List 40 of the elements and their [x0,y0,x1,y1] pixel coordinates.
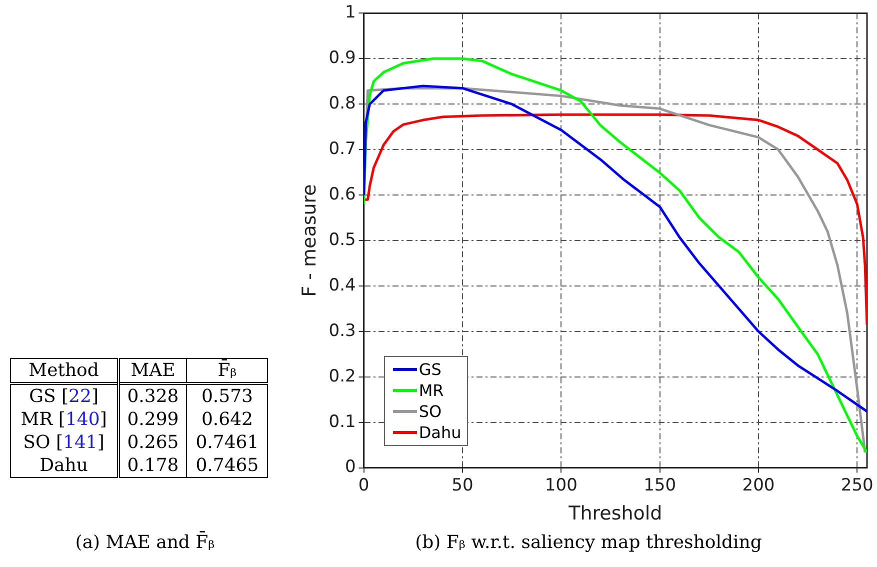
x-tick-label: 150 [644,475,676,496]
data-label: 0.265 [118,431,187,454]
data-label: 0.299 [118,408,187,431]
x-tick-label: 250 [840,475,874,496]
y-tick-label: MR [140] [10,408,118,431]
y-tick-label: 0.7 [328,139,356,159]
legend-label: Dahu [418,422,462,442]
y-tick-label: GS [22] [10,384,118,408]
data-label: 0.642 [186,408,268,431]
y-tick-label: 0.8 [328,94,356,114]
y-tick-label: 0.1 [328,412,356,432]
legend-label: GS [418,360,442,379]
y-tick-label: 1 [345,2,356,23]
y-tick-label: Dahu [10,454,118,478]
y-tick-label: 0.6 [328,184,356,204]
x-axis-title: Threshold [568,502,662,525]
data-label: 0.573 [186,384,268,408]
y-tick-label: 0.9 [328,48,356,68]
x-tick-label: 0 [358,475,370,496]
x-tick-label: MAE [118,358,187,384]
x-tick-label: 200 [742,475,775,496]
x-tick-label: 50 [452,475,474,496]
y-tick-label: 0.2 [328,366,356,386]
data-label: 0.7461 [186,431,268,454]
legend-label: MR [418,380,444,400]
y-tick-label: 0.4 [328,275,356,296]
text: (a) MAE and F̄ᵦ [74,532,216,553]
y-axis-title: Method [10,358,118,384]
data-label: 0.178 [118,454,187,478]
data-label: 0.7465 [186,454,268,478]
y-tick-label: 0.3 [328,320,356,341]
legend-label: SO [418,402,442,421]
text: (b) Fᵦ w.r.t. saliency map thresholding [414,532,763,553]
y-axis-title: F - measure [298,184,320,297]
y-tick-label: 0 [345,457,356,478]
y-tick-label: SO [141] [10,431,118,454]
x-tick-label: 100 [544,475,578,496]
y-tick-label: 0.5 [328,230,356,250]
data-label: 0.328 [118,384,187,408]
x-tick-label: F̄ᵦ [186,358,268,384]
